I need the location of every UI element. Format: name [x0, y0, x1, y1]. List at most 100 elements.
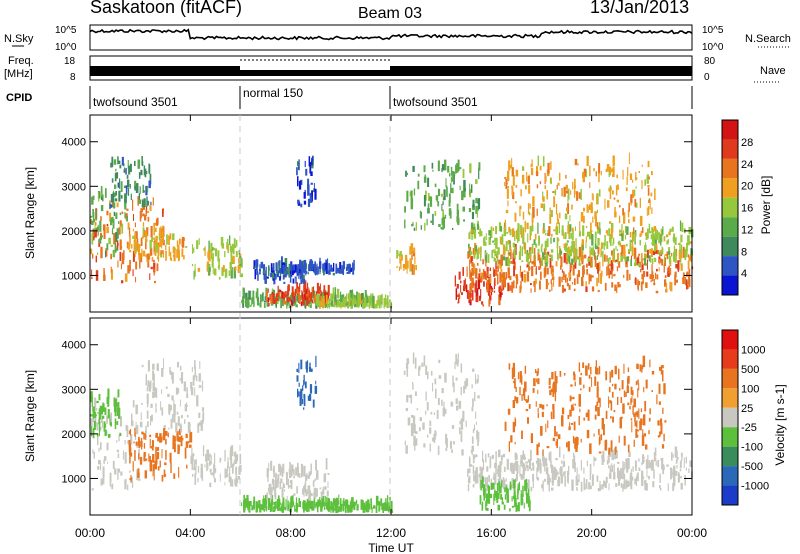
data-cell: [526, 493, 528, 504]
data-cell: [159, 433, 162, 443]
data-cell: [421, 362, 424, 367]
data-cell: [528, 488, 530, 498]
data-cell: [453, 171, 456, 176]
data-cell: [250, 304, 252, 307]
data-cell: [607, 200, 610, 208]
data-cell: [201, 380, 204, 392]
noise-tick-bottom-left: 10^0: [55, 42, 77, 53]
data-cell: [534, 283, 536, 293]
data-cell: [290, 479, 293, 490]
data-cell: [230, 476, 232, 487]
data-cell: [660, 423, 663, 435]
data-cell: [547, 420, 549, 429]
data-cell: [537, 378, 540, 385]
data-cell: [129, 429, 132, 436]
data-cell: [356, 303, 359, 307]
data-cell: [491, 455, 494, 460]
data-cell: [609, 467, 612, 474]
data-cell: [339, 268, 342, 274]
data-cell: [543, 223, 545, 234]
data-cell: [616, 266, 619, 272]
data-cell: [317, 266, 319, 275]
data-cell: [232, 463, 234, 474]
data-cell: [334, 291, 336, 303]
data-cell: [525, 491, 528, 495]
data-cell: [487, 485, 490, 497]
data-cell: [457, 301, 459, 304]
data-cell: [100, 193, 102, 198]
data-cell: [289, 502, 292, 513]
data-cell: [410, 199, 413, 210]
data-cell: [304, 268, 307, 273]
data-cell: [405, 407, 408, 411]
data-cell: [530, 449, 532, 461]
data-cell: [505, 272, 507, 280]
data-cell: [643, 459, 645, 463]
data-cell: [147, 360, 150, 372]
data-cell: [635, 177, 638, 180]
data-cell: [431, 162, 434, 169]
data-cell: [532, 465, 535, 471]
data-cell: [308, 509, 310, 512]
data-cell: [275, 306, 277, 309]
data-cell: [460, 280, 462, 284]
data-cell: [617, 467, 619, 479]
data-cell: [165, 386, 168, 389]
data-cell: [664, 275, 667, 278]
data-cell: [514, 378, 516, 389]
data-cell: [301, 292, 304, 305]
data-cell: [501, 275, 504, 283]
data-cell: [520, 189, 522, 197]
data-cell: [595, 405, 598, 412]
data-cell: [499, 461, 502, 473]
data-cell: [346, 300, 348, 307]
data-cell: [515, 474, 518, 480]
data-cell: [599, 397, 601, 408]
data-cell: [483, 477, 485, 482]
data-cell: [150, 446, 153, 449]
data-cell: [147, 380, 150, 388]
data-cell: [141, 156, 143, 166]
colorbar-swatch: [722, 256, 738, 276]
data-cell: [539, 280, 541, 290]
data-cell: [116, 202, 119, 208]
data-cell: [627, 209, 630, 218]
data-cell: [308, 264, 310, 272]
data-cell: [556, 184, 558, 190]
data-cell: [551, 276, 555, 280]
data-cell: [459, 420, 461, 425]
data-cell: [153, 252, 155, 255]
data-cell: [455, 398, 458, 405]
data-cell: [114, 468, 116, 475]
data-cell: [297, 176, 299, 187]
data-cell: [194, 459, 197, 465]
data-cell: [129, 163, 132, 172]
data-cell: [134, 231, 136, 241]
data-cell: [175, 387, 178, 395]
data-cell: [256, 269, 259, 275]
data-cell: [149, 273, 151, 280]
data-cell: [644, 481, 647, 485]
data-cell: [463, 184, 465, 189]
data-cell: [317, 499, 320, 508]
data-cell: [614, 446, 617, 453]
data-cell: [110, 217, 114, 223]
data-cell: [541, 411, 544, 418]
data-cell: [119, 212, 122, 216]
data-cell: [536, 477, 540, 481]
data-cell: [242, 287, 245, 299]
data-cell: [103, 459, 105, 464]
data-cell: [687, 260, 690, 270]
data-cell: [119, 164, 122, 169]
data-cell: [485, 453, 487, 463]
data-cell: [425, 391, 427, 394]
data-cell: [319, 497, 321, 507]
data-cell: [662, 464, 665, 475]
data-cell: [663, 237, 666, 240]
data-cell: [485, 250, 487, 253]
data-cell: [588, 273, 590, 285]
data-cell: [661, 444, 665, 449]
data-cell: [296, 167, 298, 176]
data-cell: [540, 426, 543, 436]
data-cell: [622, 467, 625, 480]
